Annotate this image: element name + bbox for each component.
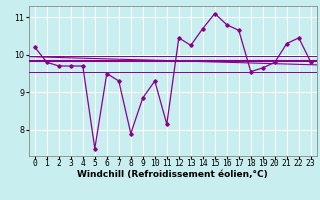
X-axis label: Windchill (Refroidissement éolien,°C): Windchill (Refroidissement éolien,°C) [77,170,268,179]
